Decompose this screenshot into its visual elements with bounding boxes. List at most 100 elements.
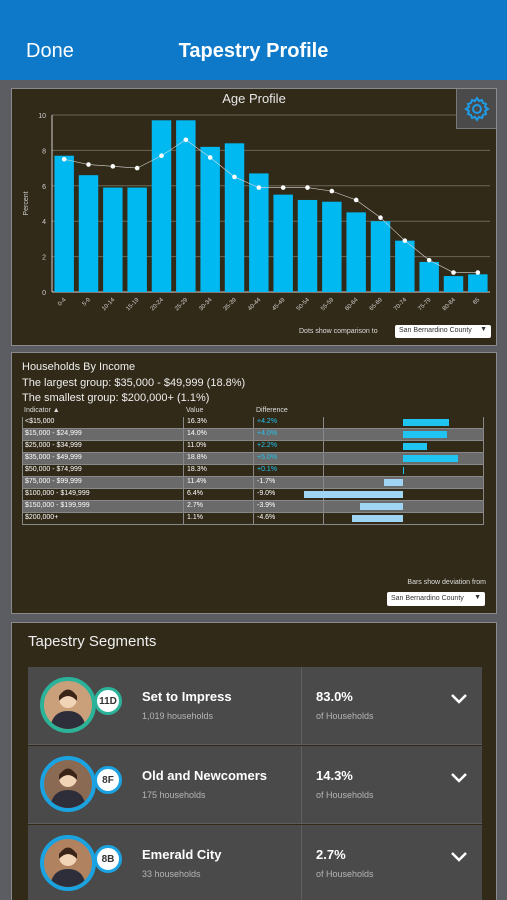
column-divider xyxy=(323,477,324,488)
income-difference: -9.0% xyxy=(257,490,276,497)
x-tick-label: 40-44 xyxy=(247,297,263,313)
segment-code-badge: 11D xyxy=(94,687,122,715)
comparison-dot xyxy=(232,174,237,180)
x-tick-label: 20-24 xyxy=(150,297,166,313)
segment-of-label: of Households xyxy=(316,869,374,879)
deviation-bar xyxy=(304,491,403,498)
bar xyxy=(127,187,147,292)
comparison-dot xyxy=(475,270,481,275)
income-row: $200,000+ 1.1% -4.6% xyxy=(22,513,484,525)
deviation-bar xyxy=(360,503,403,510)
column-divider xyxy=(323,513,324,524)
header-difference[interactable]: Difference xyxy=(256,407,288,414)
segment-avatar xyxy=(40,835,96,891)
settings-button[interactable] xyxy=(456,89,496,129)
income-difference: +4.0% xyxy=(257,430,278,437)
column-divider xyxy=(183,489,184,500)
comparison-dot xyxy=(207,155,213,160)
bar xyxy=(78,175,99,292)
segment-card[interactable]: 8F Old and Newcomers 175 households 14.3% of… xyxy=(28,746,482,824)
income-difference: -1.7% xyxy=(257,478,276,485)
income-difference: +4.2% xyxy=(257,418,278,425)
y-axis-label: Percent xyxy=(23,191,30,215)
income-value: 11.0% xyxy=(187,442,207,449)
income-difference: +5.0% xyxy=(257,454,278,461)
bar xyxy=(200,146,220,292)
header-indicator[interactable]: Indicator ▲ xyxy=(24,407,60,414)
segment-divider xyxy=(301,825,302,900)
bar xyxy=(151,120,172,292)
bar xyxy=(443,276,464,292)
x-tick-label: 65-69 xyxy=(369,297,385,313)
column-divider xyxy=(183,501,184,512)
bar xyxy=(370,221,391,292)
segment-card[interactable]: 11D Set to Impress 1,019 households 83.0% of… xyxy=(28,667,482,745)
comparison-value: San Bernardino County xyxy=(399,327,472,334)
chevron-down-icon[interactable] xyxy=(450,851,468,863)
bar xyxy=(297,199,318,292)
segment-of-label: of Households xyxy=(316,790,374,800)
x-tick-label: 55-59 xyxy=(320,297,336,313)
income-title: Households By Income xyxy=(22,361,136,373)
bar xyxy=(419,261,439,292)
comparison-dot xyxy=(378,215,383,220)
chart-title: Age Profile xyxy=(222,91,286,106)
income-indicator: $200,000+ xyxy=(25,514,59,521)
smallest-group-text: The smallest group: $200,000+ (1.1%) xyxy=(22,392,210,404)
x-tick-label: 80-84 xyxy=(442,297,458,313)
income-value: 11.4% xyxy=(187,478,207,485)
segment-percent: 14.3% xyxy=(316,768,353,783)
income-value: 6.4% xyxy=(187,490,203,497)
bar xyxy=(249,173,269,292)
deviation-bar xyxy=(352,515,403,522)
comparison-dot xyxy=(86,162,91,167)
income-indicator: $25,000 - $34,999 xyxy=(25,442,82,449)
income-value: 2.7% xyxy=(187,502,203,509)
done-button[interactable]: Done xyxy=(26,40,74,62)
segment-code-badge: 8F xyxy=(94,766,122,794)
x-tick-label: 60-64 xyxy=(344,297,360,313)
deviation-bar xyxy=(384,479,403,486)
x-tick-label: 70-74 xyxy=(393,297,409,313)
income-row: $150,000 - $199,999 2.7% -3.9% xyxy=(22,501,484,513)
y-tick-label: 10 xyxy=(38,113,46,120)
income-indicator: <$15,000 xyxy=(25,418,55,425)
deviation-select[interactable]: San Bernardino County ▼ xyxy=(387,592,485,606)
income-value: 18.8% xyxy=(187,454,207,461)
segment-code-badge: 8B xyxy=(94,845,122,873)
column-divider xyxy=(253,417,254,428)
comparison-label: Dots show comparison to xyxy=(299,328,378,335)
bar xyxy=(468,274,488,292)
segment-divider xyxy=(301,746,302,823)
segment-card[interactable]: 8B Emerald City 33 households 2.7% of Househ… xyxy=(28,825,482,900)
deviation-value: San Bernardino County xyxy=(391,595,464,602)
comparison-dot xyxy=(451,270,456,275)
income-difference: -4.6% xyxy=(257,514,276,521)
segment-households: 1,019 households xyxy=(142,711,214,721)
income-difference: +2.2% xyxy=(257,442,278,449)
bar xyxy=(273,194,293,292)
chevron-down-icon[interactable] xyxy=(450,772,468,784)
chevron-down-icon[interactable] xyxy=(450,693,468,705)
bar xyxy=(176,120,196,292)
column-divider xyxy=(323,453,324,464)
column-divider xyxy=(323,465,324,476)
deviation-bar xyxy=(403,455,458,462)
income-row: <$15,000 16.3% +4.2% xyxy=(22,417,484,429)
deviation-bar xyxy=(403,419,450,426)
comparison-select[interactable]: San Bernardino County ▼ xyxy=(395,325,491,338)
header-value[interactable]: Value xyxy=(186,407,204,414)
income-indicator: $15,000 - $24,999 xyxy=(25,430,82,437)
column-divider xyxy=(253,501,254,512)
segment-name: Old and Newcomers xyxy=(142,768,267,783)
comparison-dot xyxy=(61,156,67,162)
comparison-dot xyxy=(402,238,408,243)
segment-avatar xyxy=(40,677,96,733)
income-value: 18.3% xyxy=(187,466,207,473)
column-divider xyxy=(323,441,324,452)
deviation-bar xyxy=(403,431,447,438)
bar xyxy=(224,143,245,292)
segment-households: 33 households xyxy=(142,869,201,879)
x-tick-label: 85 xyxy=(472,297,481,306)
dropdown-caret-icon: ▼ xyxy=(474,594,481,601)
